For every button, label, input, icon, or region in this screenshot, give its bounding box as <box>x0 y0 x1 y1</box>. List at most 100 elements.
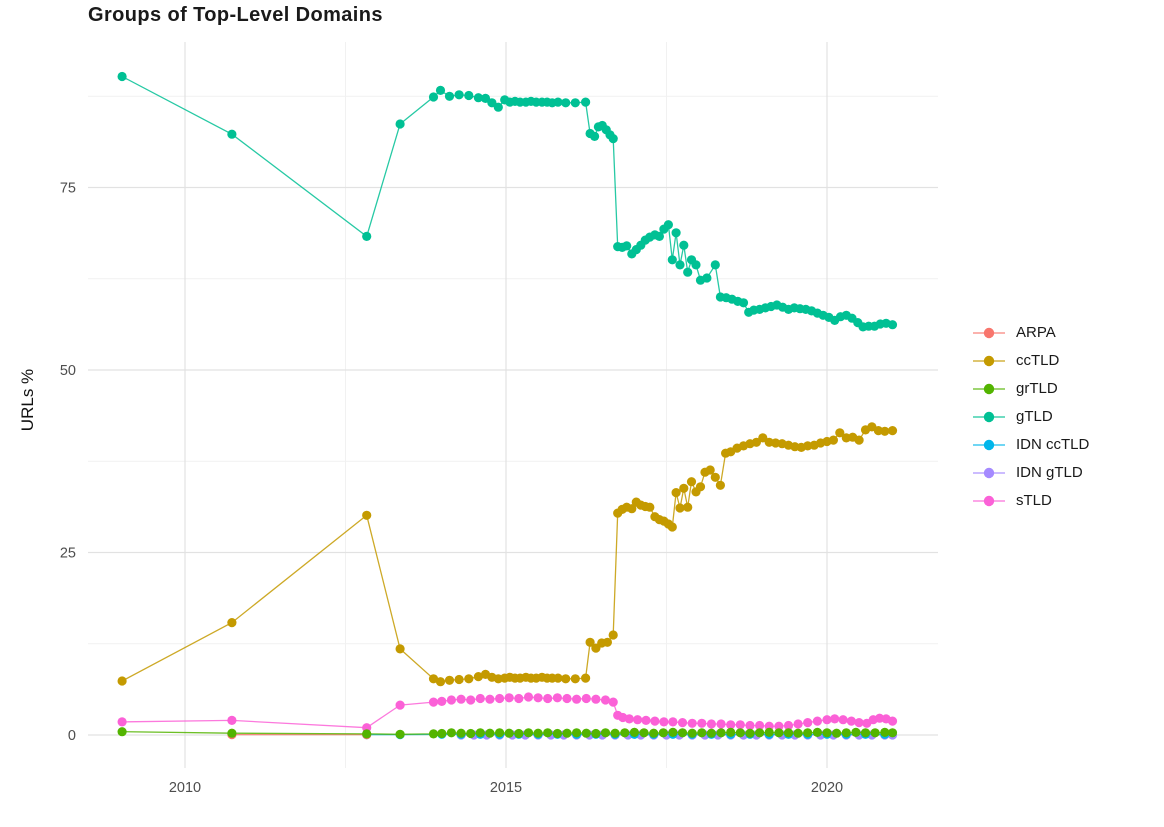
data-point <box>633 715 643 725</box>
x-tick-label: 2020 <box>811 780 843 796</box>
data-point <box>745 720 755 731</box>
legend-key-icon <box>973 411 1005 422</box>
series-arpa <box>227 730 372 740</box>
data-point <box>395 700 405 710</box>
data-point <box>395 644 405 654</box>
data-point <box>428 729 439 739</box>
data-point <box>485 694 495 704</box>
data-point <box>677 728 688 738</box>
data-point <box>659 717 669 727</box>
data-point <box>649 728 659 738</box>
data-point <box>622 241 632 251</box>
y-tick-label: 25 <box>60 546 76 562</box>
data-point <box>475 693 485 704</box>
data-point <box>706 728 717 738</box>
data-point <box>783 728 794 738</box>
data-point <box>687 728 697 738</box>
legend-key-icon <box>973 439 1005 450</box>
series-grtld <box>117 727 898 739</box>
data-point <box>395 119 405 129</box>
data-point <box>645 502 655 512</box>
data-point <box>735 728 745 738</box>
data-point <box>880 426 890 436</box>
data-point <box>774 721 784 731</box>
data-point <box>854 718 864 728</box>
data-point <box>695 482 706 492</box>
data-point <box>552 728 563 739</box>
data-point <box>466 695 476 705</box>
data-point <box>454 90 464 100</box>
data-point <box>764 727 774 738</box>
data-point <box>543 728 553 738</box>
data-point <box>562 728 572 738</box>
data-point <box>726 720 736 730</box>
data-point <box>675 260 685 270</box>
data-point <box>552 693 563 703</box>
data-point <box>710 260 720 270</box>
legend-label: ARPA <box>1016 324 1056 341</box>
data-point <box>683 502 693 512</box>
legend: ARPA ccTLD grTLD gTLD IDN ccTLD IDN gTLD sTLD <box>972 322 1089 511</box>
data-point <box>437 696 447 707</box>
data-point <box>495 693 505 704</box>
data-point <box>533 728 543 738</box>
data-point <box>543 693 553 704</box>
legend-key-icon <box>973 355 1005 366</box>
legend-label: gTLD <box>1016 408 1053 425</box>
data-point <box>561 674 571 684</box>
data-point <box>671 228 681 238</box>
data-point <box>841 728 851 738</box>
data-point <box>553 673 563 683</box>
data-point <box>880 727 890 738</box>
series-line <box>121 75 893 328</box>
data-point <box>710 472 720 482</box>
data-point <box>803 728 813 738</box>
legend-key-icon <box>973 327 1005 338</box>
data-point <box>639 728 649 738</box>
data-point <box>828 435 839 445</box>
data-point <box>702 273 712 283</box>
data-point <box>851 727 861 738</box>
data-point <box>860 728 871 738</box>
data-point <box>835 428 845 438</box>
data-point <box>590 131 600 141</box>
x-tick-label: 2010 <box>169 780 201 796</box>
data-point <box>591 694 601 704</box>
data-point <box>572 728 582 738</box>
data-point <box>362 729 372 739</box>
data-point <box>446 695 456 705</box>
x-tick-label: 2015 <box>490 780 522 796</box>
data-point <box>572 694 582 704</box>
data-point <box>227 728 237 738</box>
data-point <box>667 522 677 532</box>
data-point <box>553 97 563 107</box>
legend-label: sTLD <box>1016 492 1052 509</box>
y-tick-label: 75 <box>60 181 76 197</box>
data-point <box>570 98 580 108</box>
data-point <box>697 718 707 728</box>
data-point <box>585 637 595 647</box>
data-point <box>846 716 857 726</box>
data-point <box>487 98 497 108</box>
data-point <box>812 716 823 726</box>
data-point <box>428 674 439 684</box>
data-point <box>830 714 840 724</box>
data-point <box>523 692 534 702</box>
data-point <box>887 320 898 330</box>
data-point <box>362 510 372 520</box>
data-point <box>629 727 640 738</box>
data-point <box>751 437 762 447</box>
data-point <box>671 488 681 498</box>
data-point <box>758 433 768 443</box>
data-point <box>854 435 864 445</box>
data-point <box>473 93 483 103</box>
data-point <box>738 298 749 308</box>
data-point <box>627 504 637 514</box>
data-point <box>504 693 514 703</box>
legend-label: ccTLD <box>1016 352 1060 369</box>
data-point <box>755 728 765 738</box>
data-point <box>600 695 611 705</box>
data-point <box>650 716 660 726</box>
